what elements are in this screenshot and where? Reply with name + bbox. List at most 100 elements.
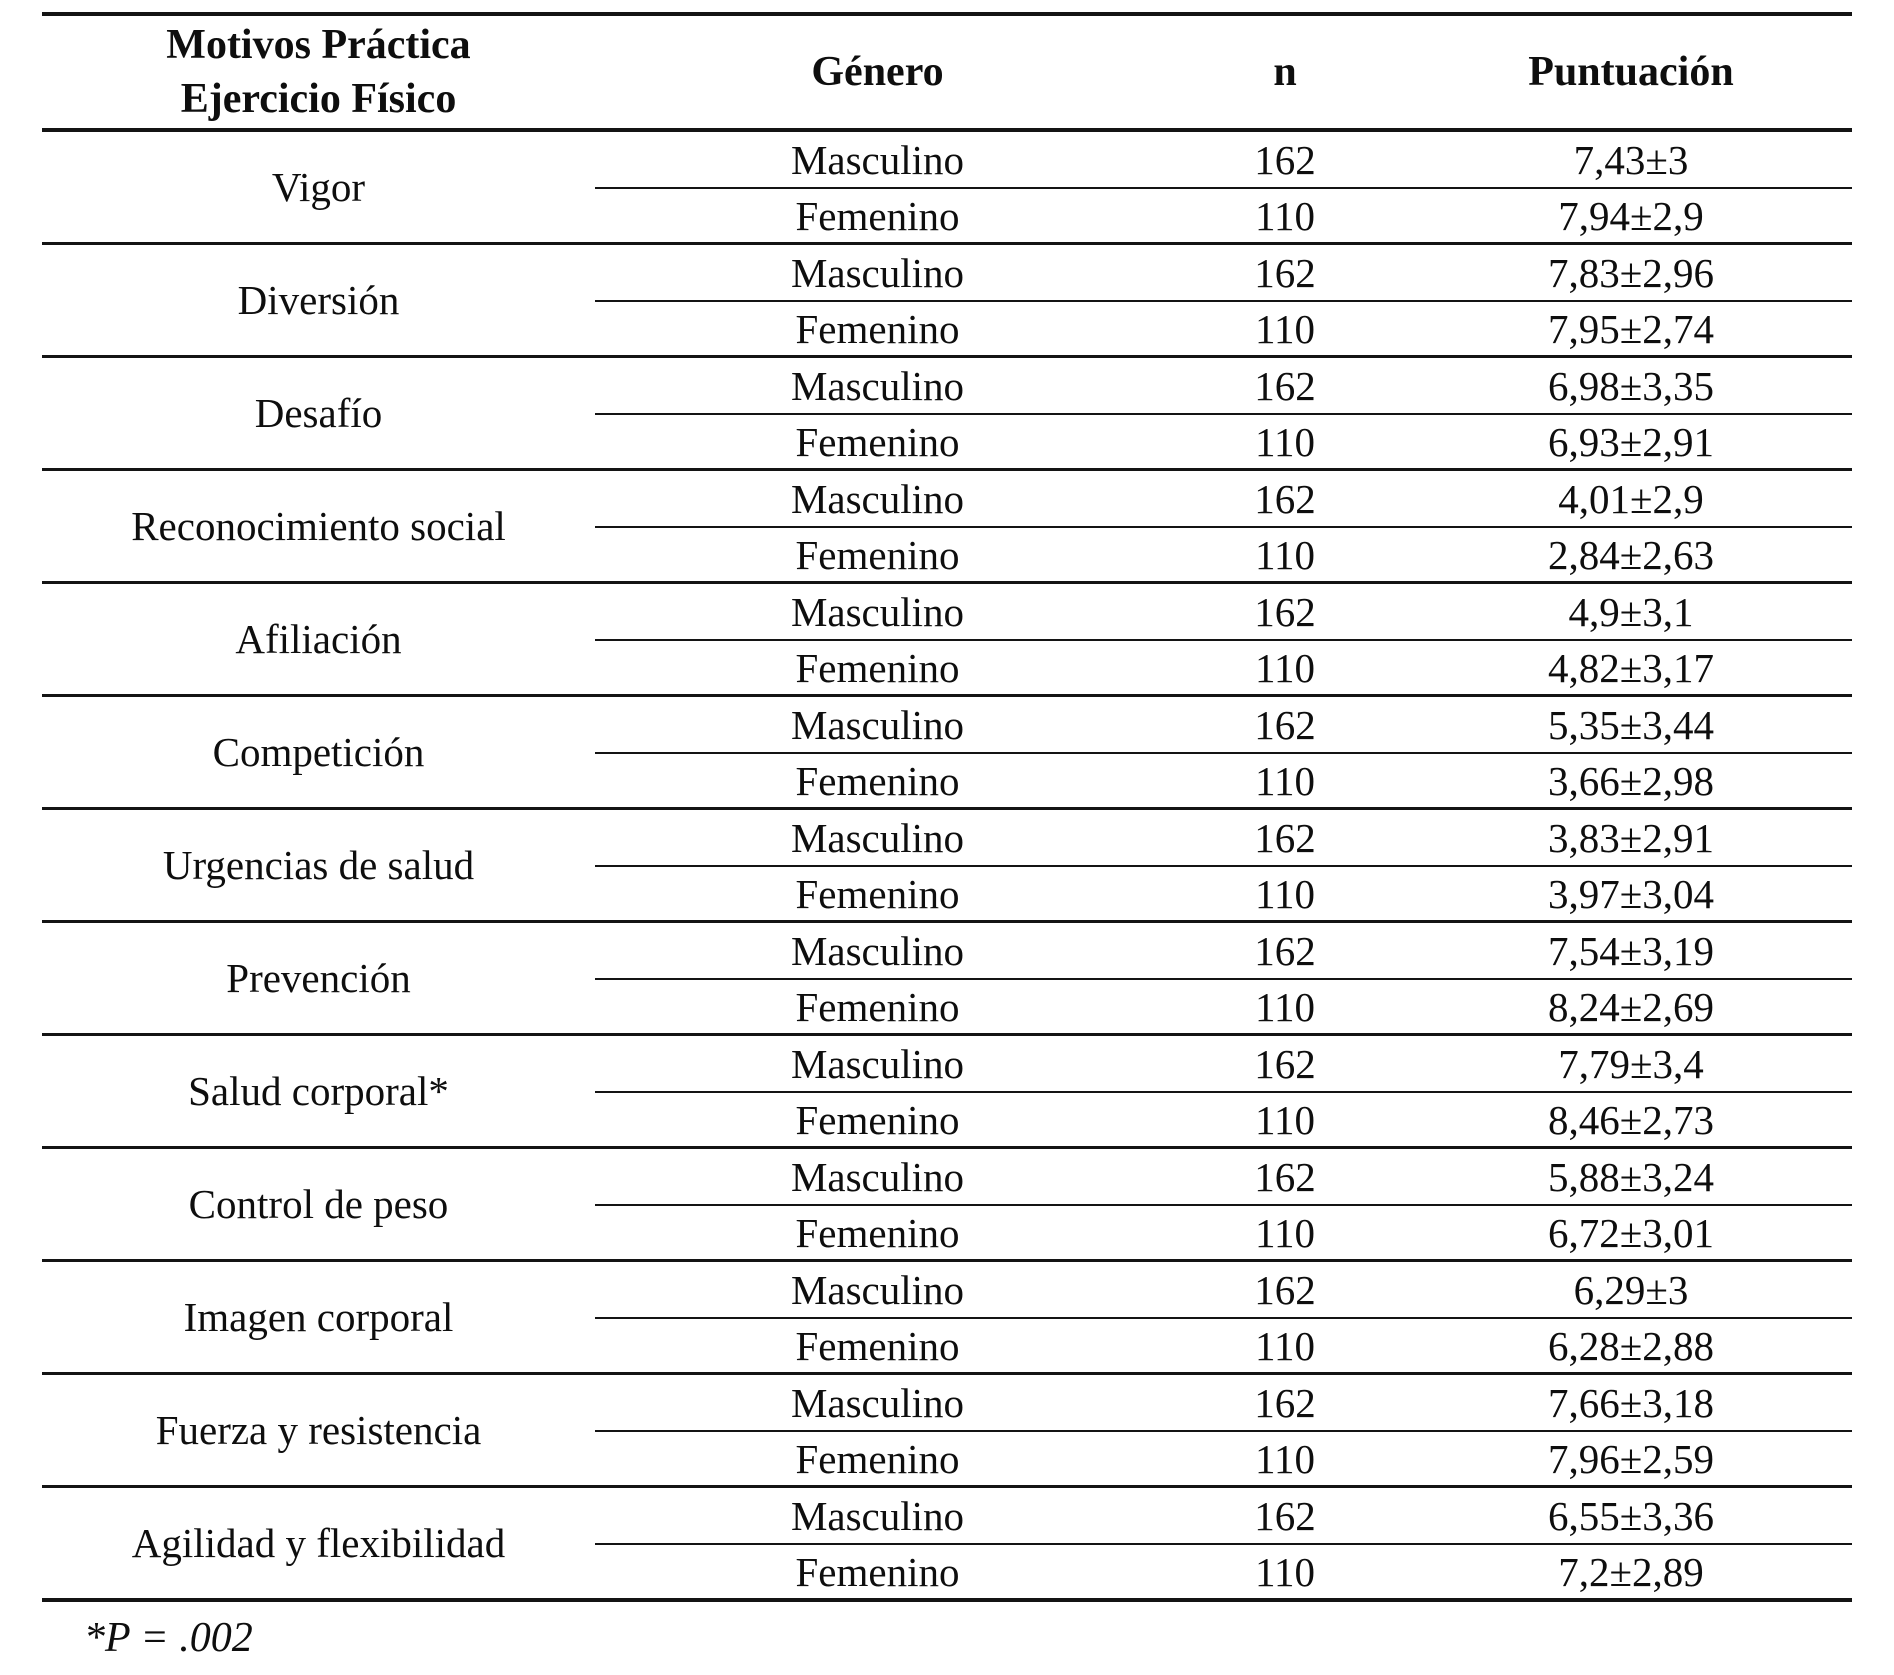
motive-label: Imagen corporal xyxy=(183,1294,454,1340)
score-cell: 5,88±3,24 xyxy=(1547,1153,1714,1200)
n-cell: 110 xyxy=(1160,1091,1410,1146)
n-cell: 110 xyxy=(1160,1204,1410,1259)
score-cell: 6,55±3,36 xyxy=(1547,1492,1714,1539)
score-cell: 6,93±2,91 xyxy=(1410,413,1852,468)
n-cell: 162 xyxy=(1254,1492,1316,1539)
motive-group-desafio: Desafío Masculino 162 6,98±3,35 Femenino… xyxy=(42,355,1852,468)
motive-label: Vigor xyxy=(271,164,366,210)
motive-group-fuerza-y-resistencia: Fuerza y resistencia Masculino 162 7,66±… xyxy=(42,1372,1852,1485)
score-cell: 3,66±2,98 xyxy=(1410,752,1852,807)
gender-cell: Masculino xyxy=(790,362,965,409)
motive-group-competicion: Competición Masculino 162 5,35±3,44 Feme… xyxy=(42,694,1852,807)
motive-group-salud-corporal: Salud corporal* Masculino 162 7,79±3,4 F… xyxy=(42,1033,1852,1146)
n-cell: 162 xyxy=(1254,362,1316,409)
motive-group-agilidad-y-flexibilidad: Agilidad y flexibilidad Masculino 162 6,… xyxy=(42,1485,1852,1598)
n-cell: 162 xyxy=(1254,1379,1316,1426)
n-cell: 110 xyxy=(1160,752,1410,807)
n-cell: 110 xyxy=(1160,413,1410,468)
motive-label: Agilidad y flexibilidad xyxy=(131,1520,506,1566)
score-cell: 7,94±2,9 xyxy=(1410,187,1852,242)
gender-cell: Masculino xyxy=(790,701,965,748)
gender-cell: Masculino xyxy=(790,249,965,296)
score-cell: 6,28±2,88 xyxy=(1410,1317,1852,1372)
gender-cell: Masculino xyxy=(790,1492,965,1539)
score-cell: 7,54±3,19 xyxy=(1547,927,1714,974)
header-motives-line1: Motivos Práctica xyxy=(166,22,471,68)
score-cell: 4,82±3,17 xyxy=(1410,639,1852,694)
gender-cell: Femenino xyxy=(595,187,1160,242)
score-cell: 7,95±2,74 xyxy=(1410,300,1852,355)
motive-label: Competición xyxy=(212,729,425,775)
motive-label: Fuerza y resistencia xyxy=(155,1407,482,1453)
motive-group-vigor: Vigor Masculino 162 7,43±3 Femenino 110 … xyxy=(42,132,1852,242)
header-n: n xyxy=(1273,49,1297,95)
n-cell: 110 xyxy=(1160,1543,1410,1598)
gender-cell: Masculino xyxy=(790,136,965,183)
gender-cell: Masculino xyxy=(790,588,965,635)
n-cell: 110 xyxy=(1160,1430,1410,1485)
motive-group-control-de-peso: Control de peso Masculino 162 5,88±3,24 … xyxy=(42,1146,1852,1259)
gender-cell: Femenino xyxy=(595,1317,1160,1372)
score-cell: 6,98±3,35 xyxy=(1547,362,1714,409)
gender-cell: Masculino xyxy=(790,1379,965,1426)
gender-cell: Masculino xyxy=(790,927,965,974)
gender-cell: Femenino xyxy=(595,1204,1160,1259)
n-cell: 162 xyxy=(1254,136,1316,183)
score-cell: 4,9±3,1 xyxy=(1568,588,1694,635)
n-cell: 162 xyxy=(1254,814,1316,861)
score-cell: 6,72±3,01 xyxy=(1410,1204,1852,1259)
motive-label: Afiliación xyxy=(235,616,402,662)
motive-label: Salud corporal* xyxy=(188,1068,449,1114)
motive-label: Reconocimiento social xyxy=(131,503,506,549)
gender-cell: Femenino xyxy=(595,413,1160,468)
header-motives-line2: Ejercicio Físico xyxy=(180,76,457,122)
n-cell: 110 xyxy=(1160,526,1410,581)
n-cell: 110 xyxy=(1160,1317,1410,1372)
gender-cell: Femenino xyxy=(595,1430,1160,1485)
table-header-row: Motivos Práctica Ejercicio Físico Género… xyxy=(42,16,1852,132)
n-cell: 162 xyxy=(1254,701,1316,748)
motive-group-prevencion: Prevención Masculino 162 7,54±3,19 Femen… xyxy=(42,920,1852,1033)
n-cell: 162 xyxy=(1254,475,1316,522)
score-cell: 7,96±2,59 xyxy=(1410,1430,1852,1485)
gender-cell: Femenino xyxy=(595,639,1160,694)
motive-label: Control de peso xyxy=(188,1181,449,1227)
gender-cell: Masculino xyxy=(790,1040,965,1087)
motive-group-reconocimiento-social: Reconocimiento social Masculino 162 4,01… xyxy=(42,468,1852,581)
header-gender: Género xyxy=(811,49,944,95)
score-cell: 3,97±3,04 xyxy=(1410,865,1852,920)
score-cell: 7,83±2,96 xyxy=(1547,249,1714,296)
motive-group-urgencias-de-salud: Urgencias de salud Masculino 162 3,83±2,… xyxy=(42,807,1852,920)
motive-group-imagen-corporal: Imagen corporal Masculino 162 6,29±3 Fem… xyxy=(42,1259,1852,1372)
gender-cell: Femenino xyxy=(595,526,1160,581)
score-cell: 8,46±2,73 xyxy=(1410,1091,1852,1146)
motive-label: Diversión xyxy=(237,277,400,323)
gender-cell: Femenino xyxy=(595,1543,1160,1598)
gender-cell: Femenino xyxy=(595,300,1160,355)
n-cell: 162 xyxy=(1254,588,1316,635)
score-cell: 7,2±2,89 xyxy=(1410,1543,1852,1598)
header-motives: Motivos Práctica Ejercicio Físico xyxy=(42,18,595,126)
n-cell: 162 xyxy=(1254,249,1316,296)
n-cell: 162 xyxy=(1254,1153,1316,1200)
significance-footnote: *P = .002 xyxy=(84,1615,253,1661)
gender-cell: Femenino xyxy=(595,752,1160,807)
score-cell: 4,01±2,9 xyxy=(1558,475,1704,522)
gender-cell: Masculino xyxy=(790,475,965,522)
motive-label: Urgencias de salud xyxy=(162,842,475,888)
n-cell: 110 xyxy=(1160,865,1410,920)
score-cell: 6,29±3 xyxy=(1573,1266,1689,1313)
gender-cell: Femenino xyxy=(595,1091,1160,1146)
n-cell: 162 xyxy=(1254,1266,1316,1313)
gender-cell: Masculino xyxy=(790,1266,965,1313)
gender-cell: Femenino xyxy=(595,865,1160,920)
motive-label: Desafío xyxy=(254,390,383,436)
score-cell: 8,24±2,69 xyxy=(1410,978,1852,1033)
motives-table: Motivos Práctica Ejercicio Físico Género… xyxy=(42,12,1852,1602)
n-cell: 110 xyxy=(1160,300,1410,355)
gender-cell: Masculino xyxy=(790,1153,965,1200)
n-cell: 110 xyxy=(1160,639,1410,694)
n-cell: 110 xyxy=(1160,978,1410,1033)
gender-cell: Masculino xyxy=(790,814,965,861)
